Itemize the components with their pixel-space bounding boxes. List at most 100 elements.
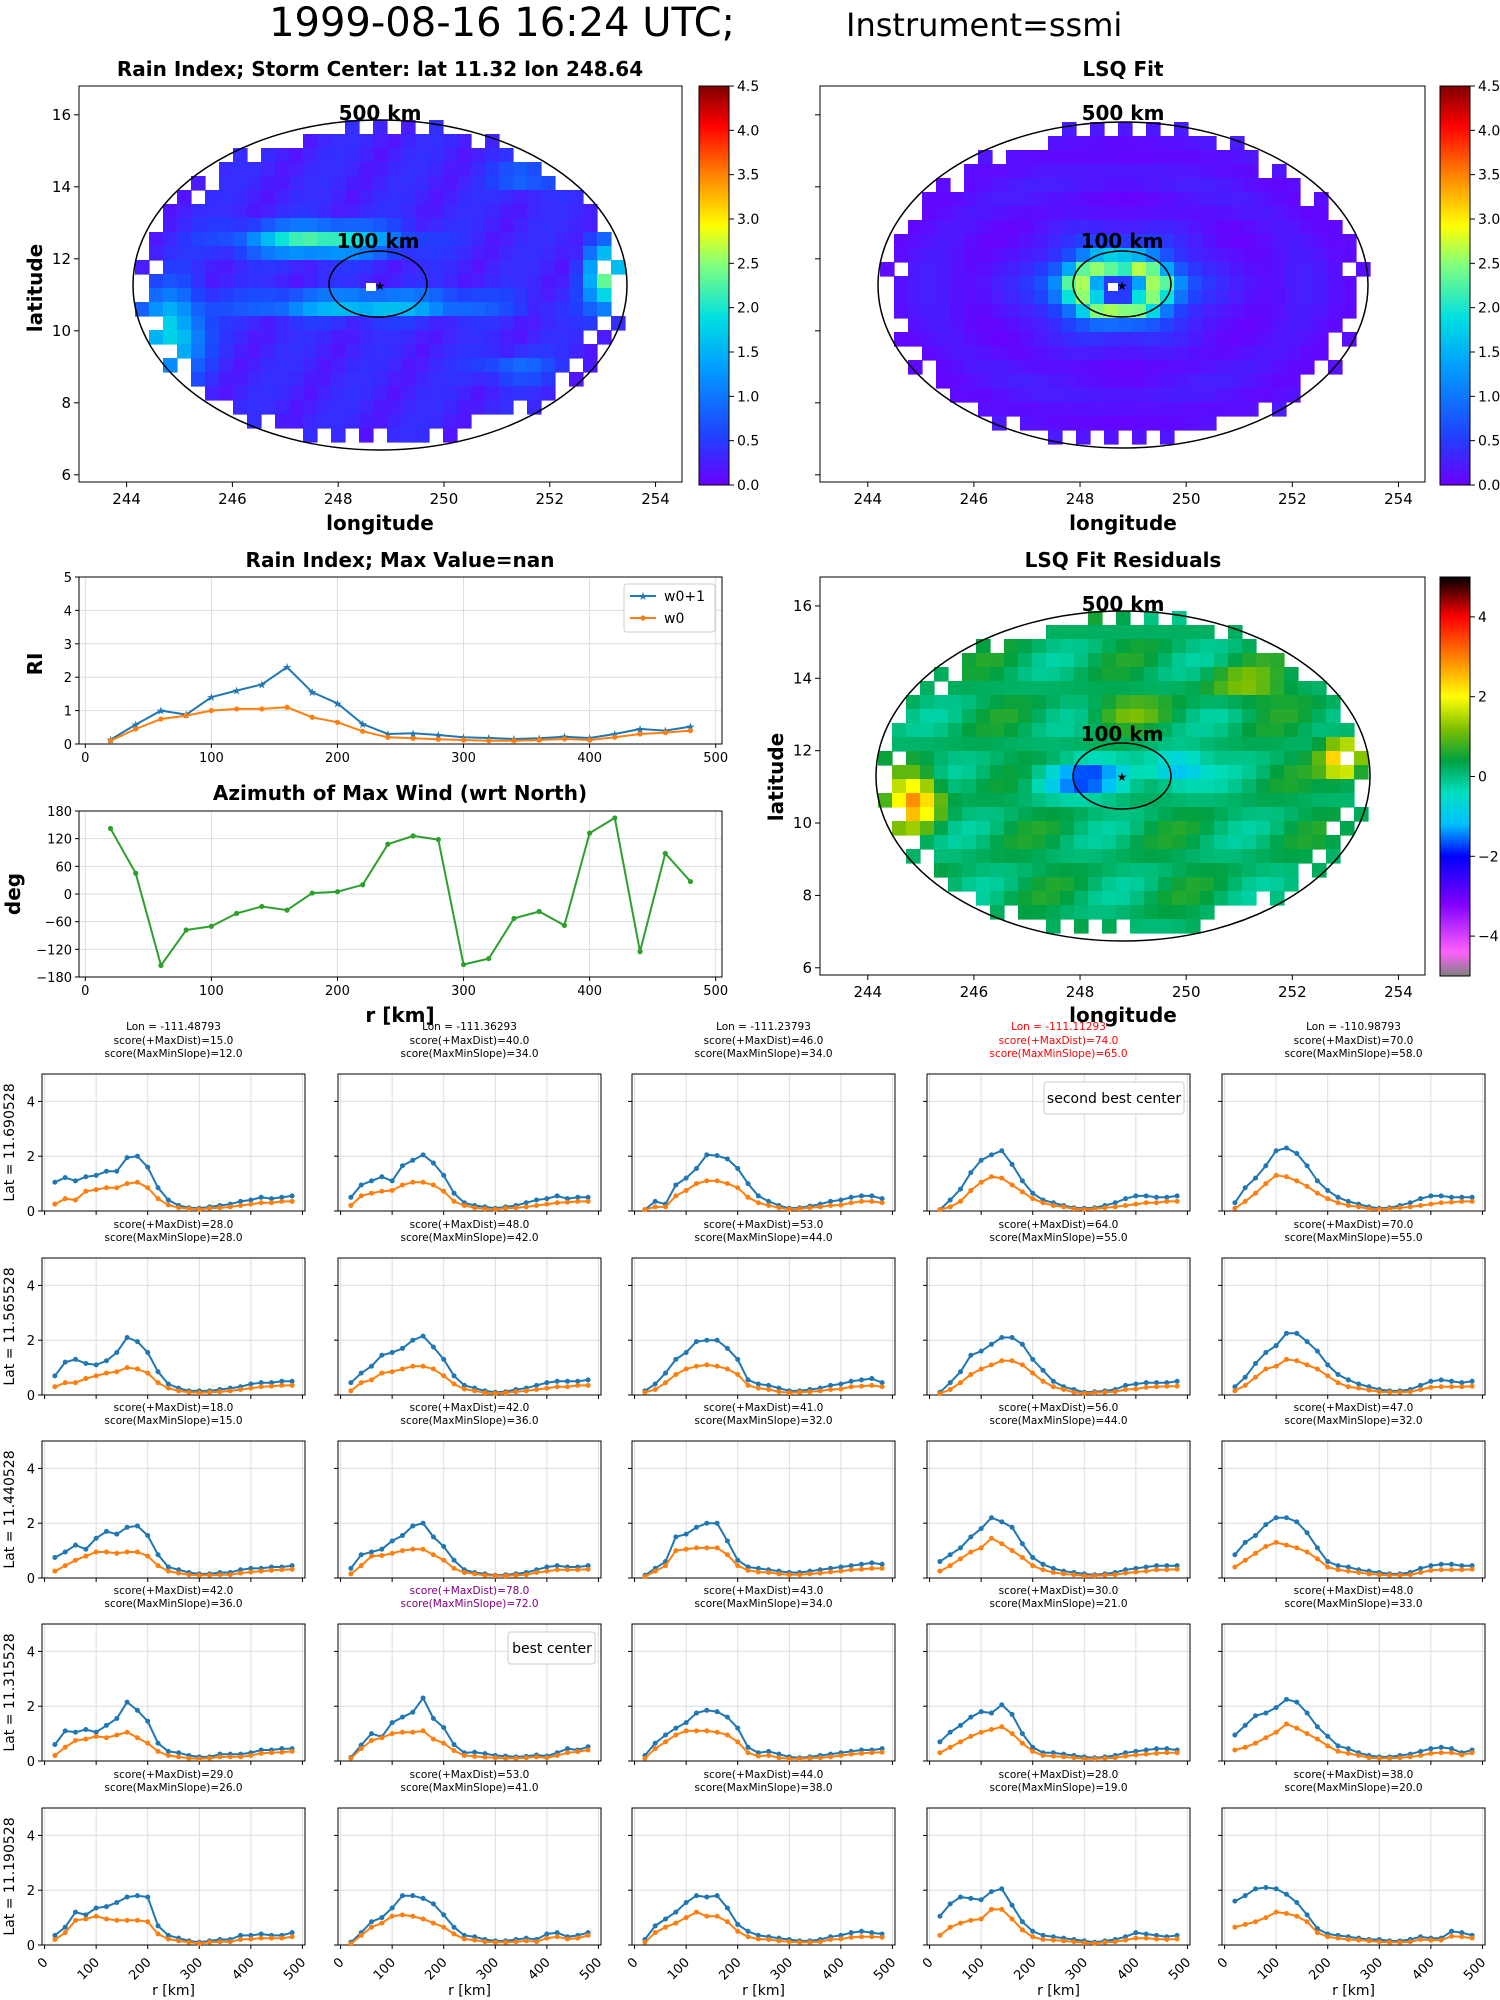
field-cell bbox=[1076, 346, 1091, 361]
field-cell bbox=[1202, 346, 1217, 361]
grid-series-w0p1-point bbox=[62, 1728, 68, 1734]
field-cell bbox=[1216, 262, 1231, 277]
field-cell bbox=[1020, 332, 1035, 347]
field-cell bbox=[1158, 905, 1173, 920]
field-cell bbox=[1172, 639, 1187, 654]
field-cell bbox=[1242, 639, 1257, 654]
grid-series-w0p1-point bbox=[683, 1720, 689, 1726]
ytick-label: 2 bbox=[27, 1334, 35, 1349]
field-cell bbox=[415, 232, 430, 247]
field-cell bbox=[205, 372, 220, 387]
field-cell bbox=[1102, 723, 1117, 738]
grid-series-w0p1-point bbox=[93, 1905, 99, 1911]
field-cell bbox=[457, 246, 472, 261]
field-cell bbox=[331, 218, 346, 233]
field-cell bbox=[1102, 807, 1117, 822]
grid-series-w0-point bbox=[420, 1179, 426, 1185]
grid-series-w0-point bbox=[258, 1935, 264, 1941]
grid-series-w0-point bbox=[554, 1200, 560, 1206]
field-cell bbox=[401, 288, 416, 303]
field-cell bbox=[499, 316, 514, 331]
field-cell bbox=[415, 344, 430, 359]
field-cell bbox=[990, 807, 1005, 822]
field-cell bbox=[317, 260, 332, 275]
grid-series-w0p1-point bbox=[1418, 1565, 1424, 1571]
field-cell bbox=[289, 260, 304, 275]
grid-series-w0p1-point bbox=[1123, 1196, 1129, 1202]
ring-500km-label: 500 km bbox=[1082, 101, 1165, 125]
grid-score-maxdist: score(+MaxDist)=41.0 bbox=[704, 1402, 824, 1414]
field-cell bbox=[1104, 164, 1119, 179]
colorbar-tick-label: 3.5 bbox=[737, 168, 759, 184]
field-cell bbox=[1046, 877, 1061, 892]
grid-series-w0p1-point bbox=[958, 1722, 964, 1728]
grid-series-w0p1-point bbox=[1050, 1565, 1056, 1571]
field-cell bbox=[443, 260, 458, 275]
field-cell bbox=[948, 863, 963, 878]
grid-series-w0p1-point bbox=[358, 1552, 364, 1558]
best-center-box bbox=[507, 1631, 596, 1665]
field-cell bbox=[373, 190, 388, 205]
field-cell bbox=[233, 246, 248, 261]
field-cell bbox=[1074, 667, 1089, 682]
grid-series-w0p1-point bbox=[1345, 1564, 1351, 1570]
grid-series-w0p1-point bbox=[652, 1198, 658, 1204]
field-cell bbox=[1160, 248, 1175, 263]
field-cell bbox=[513, 176, 528, 191]
field-cell bbox=[429, 330, 444, 345]
grid-series-w0-point bbox=[186, 1206, 192, 1212]
field-cell bbox=[1090, 206, 1105, 221]
field-cell bbox=[1032, 737, 1047, 752]
field-cell bbox=[908, 234, 923, 249]
field-cell bbox=[1020, 206, 1035, 221]
field-cell bbox=[1244, 402, 1259, 417]
field-cell bbox=[275, 302, 290, 317]
grid-series-w0-point bbox=[828, 1203, 834, 1209]
field-cell bbox=[962, 681, 977, 696]
grid-series-w0-point bbox=[165, 1202, 171, 1208]
xtick-label: 300 bbox=[768, 1955, 796, 1983]
field-cell bbox=[908, 276, 923, 291]
field-cell bbox=[1202, 248, 1217, 263]
field-cell bbox=[990, 653, 1005, 668]
field-cell bbox=[962, 849, 977, 864]
residuals-field bbox=[878, 611, 1369, 934]
field-cell bbox=[1048, 416, 1063, 431]
field-cell bbox=[1020, 276, 1035, 291]
field-cell bbox=[1076, 374, 1091, 389]
field-cell bbox=[1004, 849, 1019, 864]
field-cell bbox=[1272, 276, 1287, 291]
field-cell bbox=[1132, 402, 1147, 417]
map-xtick-label: 254 bbox=[641, 490, 670, 508]
ring-100km bbox=[1072, 742, 1172, 810]
field-cell bbox=[275, 414, 290, 429]
field-cell bbox=[892, 723, 907, 738]
grid-series-w0p1-point bbox=[745, 1744, 751, 1750]
grid-series-w0p1-point bbox=[937, 1559, 943, 1565]
grid-series-w0p1-point bbox=[745, 1928, 751, 1934]
grid-series-w0-point bbox=[217, 1389, 223, 1395]
grid-series-w0-point bbox=[683, 1915, 689, 1921]
grid-series-w0-point bbox=[776, 1571, 782, 1577]
grid-score-maxdist: score(+MaxDist)=46.0 bbox=[704, 1035, 824, 1047]
grid-series-w0-point bbox=[1143, 1568, 1149, 1574]
field-cell bbox=[443, 176, 458, 191]
field-cell bbox=[1328, 220, 1343, 235]
grid-series-w0p1-line bbox=[350, 1696, 589, 1759]
grid-series-w0-point bbox=[1253, 1190, 1259, 1196]
grid-series-w0p1-point bbox=[1019, 1341, 1025, 1347]
grid-series-w0-point bbox=[410, 1363, 416, 1369]
field-cell bbox=[1060, 835, 1075, 850]
field-cell bbox=[1104, 220, 1119, 235]
field-cell bbox=[1174, 318, 1189, 333]
colorbar-tick-label: 1.0 bbox=[737, 389, 759, 405]
field-cell bbox=[331, 204, 346, 219]
grid-series-w0-point bbox=[828, 1754, 834, 1760]
grid-series-w0-point bbox=[430, 1182, 436, 1188]
field-cell bbox=[1202, 290, 1217, 305]
grid-series-w0p1-point bbox=[145, 1718, 151, 1724]
grid-series-w0-point bbox=[1283, 1542, 1289, 1548]
grid-series-w0p1-point bbox=[704, 1707, 710, 1713]
grid-series-w0p1-point bbox=[958, 1369, 964, 1375]
field-cell bbox=[331, 162, 346, 177]
